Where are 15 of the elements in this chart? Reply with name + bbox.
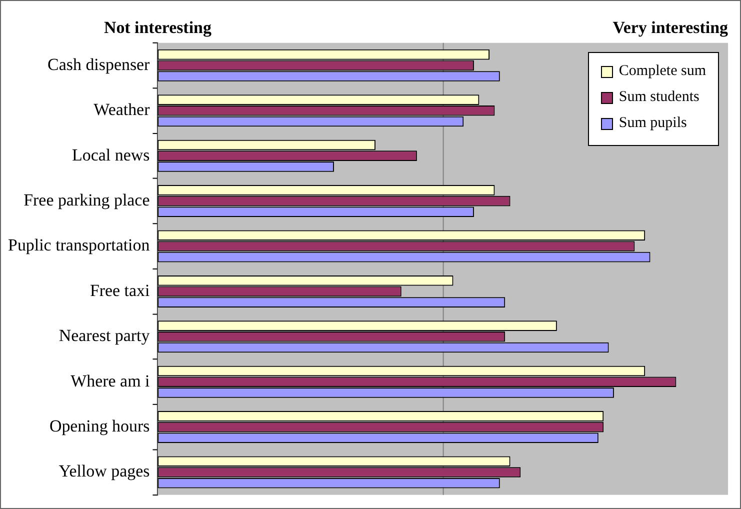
y-tick-label: Free taxi bbox=[90, 280, 150, 300]
legend-label: Sum students bbox=[618, 89, 700, 106]
legend-label: Sum pupils bbox=[618, 115, 687, 132]
y-tick-label: Weather bbox=[94, 100, 150, 120]
y-tick-label: Puplic transportation bbox=[8, 236, 150, 255]
legend-label: Complete sum bbox=[618, 63, 706, 80]
y-tick-label: Cash dispenser bbox=[48, 54, 150, 74]
y-tick-label: Opening hours bbox=[49, 416, 150, 436]
text: Very interesting bbox=[612, 18, 729, 37]
y-tick-label: Free parking place bbox=[24, 190, 150, 210]
y-tick-label: Local news bbox=[72, 145, 150, 164]
y-tick-label: Nearest party bbox=[58, 326, 150, 346]
y-tick-label: Yellow pages bbox=[58, 462, 150, 481]
text: Not interesting bbox=[104, 18, 212, 37]
y-tick-label: Where am i bbox=[70, 371, 150, 390]
